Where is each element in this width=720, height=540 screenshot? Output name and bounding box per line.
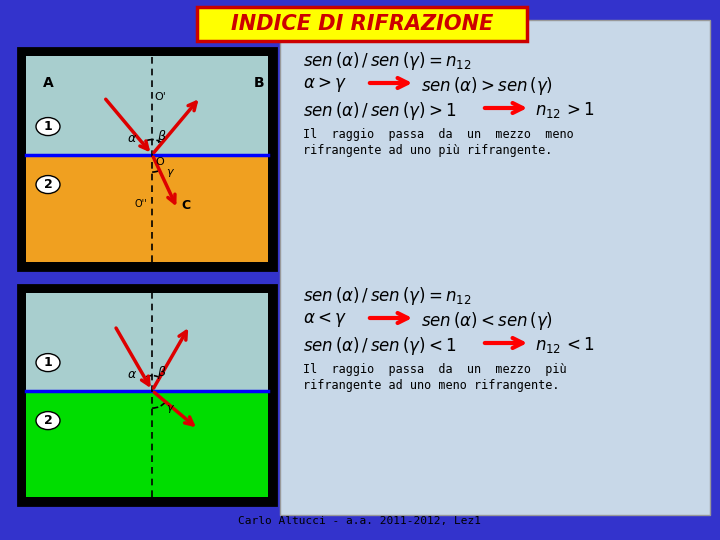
Bar	[26, 56, 268, 154]
Ellipse shape	[36, 176, 60, 193]
Text: $sen\,(\alpha)\,/\,sen\,(\gamma) < 1$: $sen\,(\alpha)\,/\,sen\,(\gamma) < 1$	[303, 335, 456, 357]
Ellipse shape	[36, 411, 60, 430]
Ellipse shape	[36, 118, 60, 136]
Text: $\beta$: $\beta$	[158, 127, 167, 145]
Text: $n_{12}\,< 1$: $n_{12}\,< 1$	[535, 335, 595, 355]
Text: Carlo Altucci - a.a. 2011-2012, Lez1: Carlo Altucci - a.a. 2011-2012, Lez1	[238, 516, 482, 526]
Text: $\alpha < \gamma$: $\alpha < \gamma$	[303, 310, 347, 329]
Text: $\alpha$: $\alpha$	[127, 368, 138, 381]
Text: $\gamma$: $\gamma$	[166, 403, 175, 415]
Text: $sen\,(\alpha)\,/\,sen\,(\gamma) = n_{12}$: $sen\,(\alpha)\,/\,sen\,(\gamma) = n_{12…	[303, 285, 472, 307]
Text: A: A	[43, 76, 54, 90]
Bar	[26, 293, 268, 390]
Text: Il  raggio  passa  da  un  mezzo  più: Il raggio passa da un mezzo più	[303, 363, 567, 376]
Text: O': O'	[154, 92, 166, 102]
Bar	[26, 154, 268, 262]
FancyBboxPatch shape	[197, 7, 527, 41]
Ellipse shape	[36, 354, 60, 372]
Text: rifrangente ad uno più rifrangente.: rifrangente ad uno più rifrangente.	[303, 144, 552, 157]
Text: rifrangente ad uno meno rifrangente.: rifrangente ad uno meno rifrangente.	[303, 379, 559, 392]
Text: $n_{12}\,>1$: $n_{12}\,>1$	[535, 100, 595, 120]
Text: 1: 1	[44, 356, 53, 369]
Text: O'': O''	[134, 199, 147, 208]
Text: 2: 2	[44, 414, 53, 427]
Text: 1: 1	[44, 120, 53, 133]
Text: INDICE DI RIFRAZIONE: INDICE DI RIFRAZIONE	[231, 14, 493, 34]
Text: $sen\,(\alpha)\,/\,sen\,(\gamma) > 1$: $sen\,(\alpha)\,/\,sen\,(\gamma) > 1$	[303, 100, 456, 122]
Text: O: O	[156, 157, 164, 166]
Text: C: C	[181, 199, 191, 212]
Text: Il  raggio  passa  da  un  mezzo  meno: Il raggio passa da un mezzo meno	[303, 128, 574, 141]
Text: $\alpha > \gamma$: $\alpha > \gamma$	[303, 75, 347, 94]
Text: B: B	[254, 76, 265, 90]
Text: 2: 2	[44, 178, 53, 191]
Text: $sen\,(\alpha) < sen\,(\gamma)$: $sen\,(\alpha) < sen\,(\gamma)$	[421, 310, 553, 332]
Text: $\beta$: $\beta$	[158, 363, 167, 381]
Text: $\gamma$: $\gamma$	[166, 166, 175, 179]
Bar	[280, 20, 710, 515]
Bar	[18, 48, 276, 270]
Text: $\alpha$: $\alpha$	[127, 132, 138, 145]
Text: $sen\,(\alpha) > sen\,(\gamma)$: $sen\,(\alpha) > sen\,(\gamma)$	[421, 75, 553, 97]
Text: $sen\,(\alpha)\,/\,sen\,(\gamma) = n_{12}$: $sen\,(\alpha)\,/\,sen\,(\gamma) = n_{12…	[303, 50, 472, 72]
Bar	[18, 285, 276, 505]
Bar	[26, 390, 268, 497]
